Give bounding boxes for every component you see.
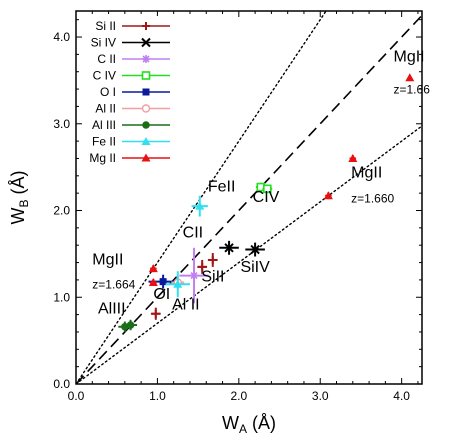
reference-line-dotted: [76, 11, 327, 384]
legend-item-al-iii: Al III: [92, 118, 170, 132]
data-points: [118, 73, 415, 332]
x-tick-label: 2.0: [230, 389, 247, 403]
legend-label: Si IV: [91, 36, 116, 50]
plot-frame: [75, 10, 423, 385]
x-axis-label-main: W: [222, 413, 239, 433]
annotations: MgII z=1.66 MgII z=1.660 FeII CIV CII SiII SiIV M…: [92, 48, 430, 317]
legend-label: O I: [100, 85, 116, 99]
series-fe-ii: [165, 195, 208, 298]
legend-label: Mg II: [89, 151, 116, 165]
data-point-mg-ii: [405, 73, 415, 82]
series-al-iii: [118, 319, 138, 332]
data-point-mg-ii: [323, 191, 333, 200]
data-point-si-ii: [198, 262, 207, 271]
legend-item-mg-ii: Mg II: [89, 151, 170, 165]
series-mg-ii: [148, 73, 415, 287]
legend-item-fe-ii: Fe II: [92, 135, 170, 149]
y-tick-label: 0.0: [53, 377, 70, 391]
series-si-iv: [219, 240, 265, 257]
annotation-mgii: MgII: [351, 165, 382, 182]
data-point-mg-ii: [148, 278, 158, 287]
data-point-fe-ii: [173, 279, 183, 288]
data-point-c-ii: [190, 271, 199, 280]
annotation-cii: CII: [183, 224, 203, 241]
annotation-siiv: SiIV: [240, 259, 270, 276]
annotation-al-ii: Al II: [172, 296, 200, 313]
axis-ticks: 0.0 1.0 2.0 3.0 4.0 0.0 1.0 2.0 3.0 4.0: [53, 11, 422, 403]
data-point-c-iv: [263, 184, 272, 194]
x-axis-label: WA (Å): [222, 413, 276, 436]
annotation-mgii: MgII: [394, 48, 425, 65]
y-axis-label: WB (Å): [8, 170, 31, 224]
series-si-ii: [150, 253, 218, 320]
legend-item-si-ii: Si II: [95, 19, 170, 33]
legend-marker-mg-ii: [141, 153, 151, 162]
data-point-si-ii: [208, 255, 217, 264]
y-tick-label: 2.0: [53, 204, 70, 218]
legend-item-si-iv: Si IV: [91, 36, 170, 50]
data-point-si-iv: [224, 243, 234, 253]
legend-label: Si II: [95, 19, 116, 33]
legend-label: Al II: [95, 102, 116, 116]
legend-label: Fe II: [92, 135, 116, 149]
legend-item-al-ii: Al II: [95, 102, 170, 116]
legend-marker-o-i: [142, 88, 150, 96]
x-axis-label-unit: (Å): [247, 413, 276, 433]
legend: Si II Si IV C II C IV O I Al II Al III Fe II Mg …: [84, 16, 180, 169]
annotation-siii: SiII: [201, 269, 224, 286]
y-axis-label-main: W: [8, 208, 28, 225]
x-tick-label: 3.0: [312, 389, 329, 403]
legend-label: Al III: [92, 118, 116, 132]
series-c-ii: [179, 247, 209, 304]
legend-marker-fe-ii: [141, 137, 151, 145]
data-point-si-iv: [250, 244, 260, 255]
data-point-al-iii: [126, 321, 135, 329]
y-axis-label-unit: (Å): [8, 170, 28, 199]
legend-item-c-ii: C II: [97, 52, 170, 66]
legend-label: C II: [97, 52, 116, 66]
data-point-fe-ii: [195, 201, 205, 210]
annotation-aliii: AlIII: [98, 301, 126, 318]
annotation-mgii: MgII: [92, 251, 123, 268]
y-tick-label: 1.0: [53, 290, 70, 304]
reference-lines: [76, 11, 422, 384]
annotation-z-1-66: z=1.66: [394, 82, 431, 96]
y-tick-label: 4.0: [53, 30, 70, 44]
legend-marker-al-ii: [141, 104, 151, 113]
legend-marker-c-iv: [141, 71, 151, 80]
legend-label: C IV: [93, 69, 116, 83]
series-c-iv: [255, 182, 273, 194]
x-axis-label-sub: A: [239, 422, 247, 436]
data-point-si-ii: [151, 309, 160, 318]
data-point-mg-ii: [348, 153, 358, 162]
y-axis-label-sub: B: [17, 199, 31, 207]
legend-marker-si-ii: [142, 22, 150, 30]
reference-line-dotted: [76, 125, 422, 384]
legend-marker-al-iii: [142, 121, 150, 129]
legend-item-c-iv: C IV: [93, 69, 170, 83]
annotation-oi: OI: [153, 286, 170, 303]
annotation-civ: CIV: [253, 189, 280, 206]
legend-marker-c-ii: [142, 55, 150, 63]
annotation-z-1-664: z=1.664: [92, 278, 135, 292]
data-point-mg-ii: [148, 264, 158, 273]
annotation-feii: FeII: [208, 178, 236, 195]
legend-item-o-i: O I: [100, 85, 170, 99]
y-tick-label: 3.0: [53, 117, 70, 131]
x-tick-label: 0.0: [68, 389, 85, 403]
data-point-o-i: [159, 278, 167, 286]
annotation-z-1-660: z=1.660: [351, 192, 394, 206]
legend-marker-si-iv: [141, 37, 151, 48]
x-tick-label: 1.0: [149, 389, 166, 403]
x-tick-label: 4.0: [393, 389, 410, 403]
